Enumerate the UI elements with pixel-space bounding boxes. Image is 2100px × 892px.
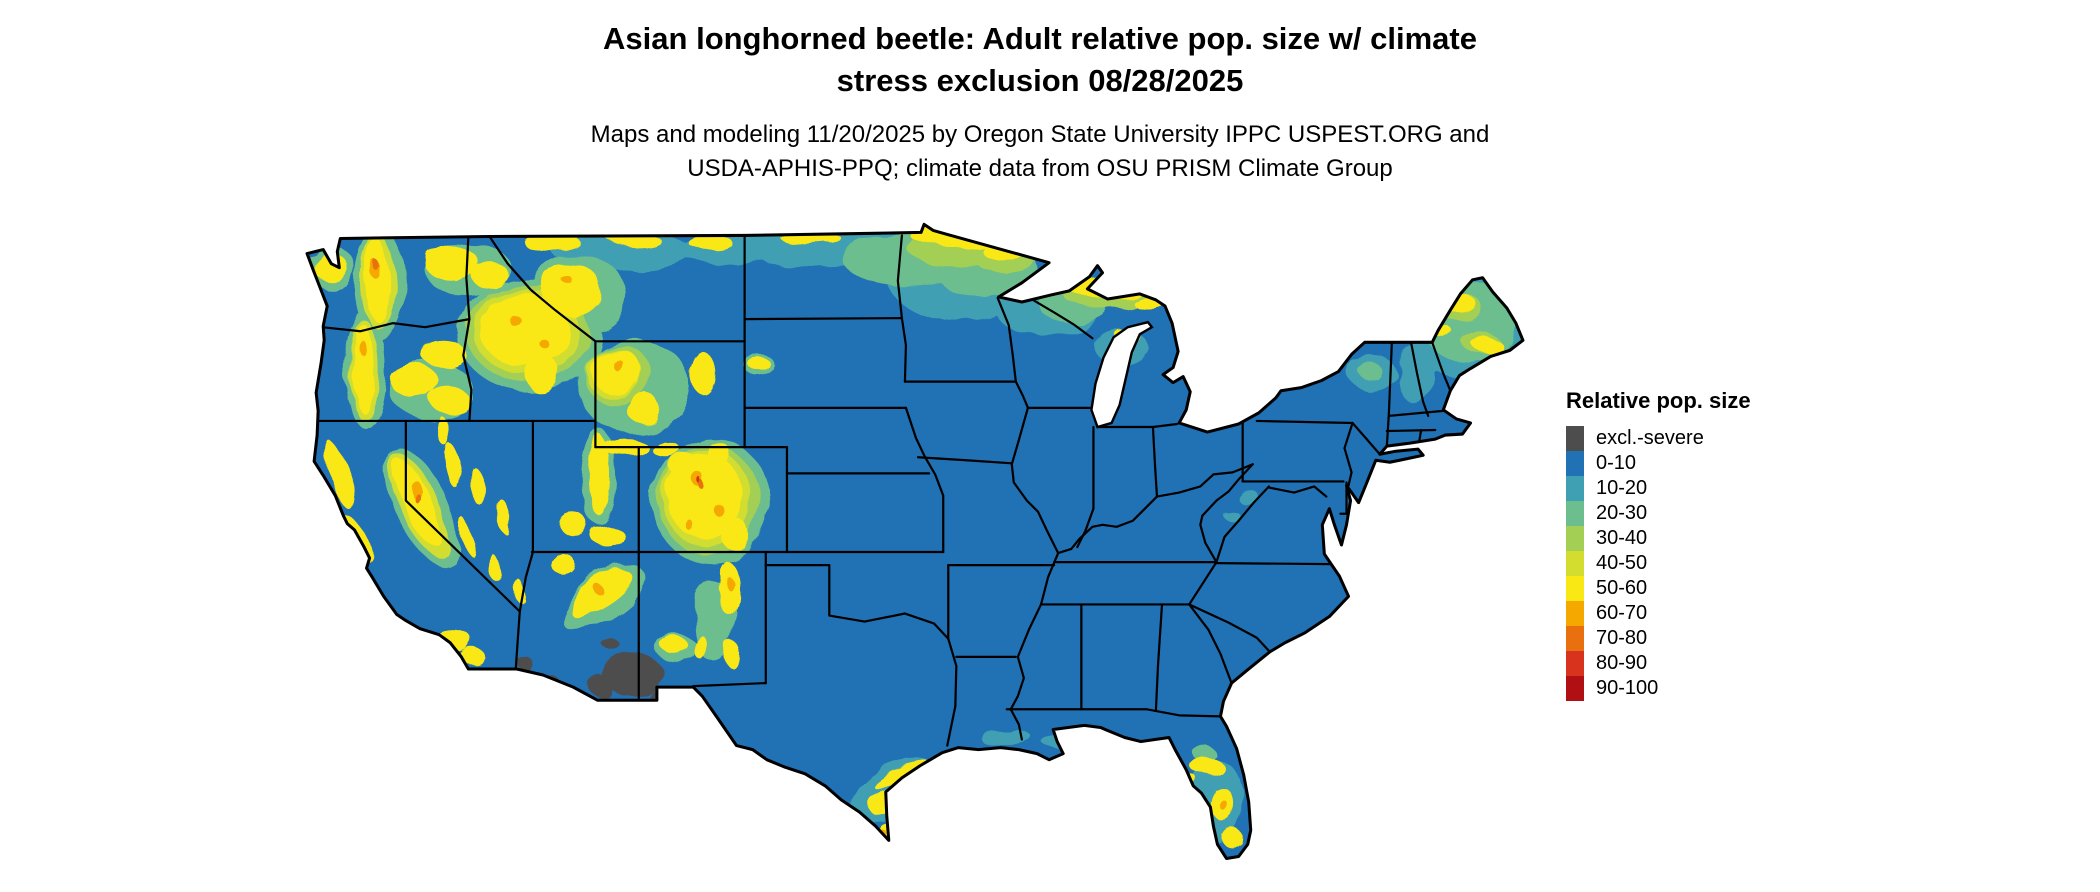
- legend-swatch-70-80: [1566, 626, 1584, 651]
- legend-row: 10-20: [1566, 476, 1751, 501]
- lake-michigan: [1090, 320, 1154, 429]
- us-map-svg: [305, 222, 1525, 861]
- map-subtitle-line1: Maps and modeling 11/20/2025 by Oregon S…: [590, 121, 1490, 148]
- legend-swatch-0-10: [1566, 451, 1584, 476]
- legend-row: 30-40: [1566, 526, 1751, 551]
- legend-swatch-60-70: [1566, 601, 1584, 626]
- legend-row: 80-90: [1566, 651, 1751, 676]
- legend-label: 60-70: [1596, 602, 1648, 624]
- legend-swatch-80-90: [1566, 651, 1584, 676]
- map-subtitle-line2: USDA-APHIS-PPQ; climate data from OSU PR…: [687, 155, 1393, 182]
- legend-label: 50-60: [1596, 577, 1648, 599]
- legend-row: 70-80: [1566, 626, 1751, 651]
- legend-label: 20-30: [1596, 502, 1648, 524]
- legend-title: Relative pop. size: [1566, 388, 1751, 413]
- legend-row: 40-50: [1566, 551, 1751, 576]
- terrain-80-90: [699, 479, 704, 486]
- terrain-excluded-severe: [519, 639, 671, 705]
- legend-swatch-50-60: [1566, 576, 1584, 601]
- map-title: Asian longhorned beetle: Adult relative …: [0, 18, 2080, 102]
- legend-swatch-10-20: [1566, 476, 1584, 501]
- map-legend: Relative pop. size excl.-severe 0-10 10-…: [1566, 388, 1751, 701]
- us-population-map: [300, 222, 1530, 878]
- legend-swatch-40-50: [1566, 551, 1584, 576]
- map-subtitle: Maps and modeling 11/20/2025 by Oregon S…: [0, 118, 2080, 186]
- legend-label: 80-90: [1596, 652, 1648, 674]
- legend-row: excl.-severe: [1566, 426, 1751, 451]
- legend-swatch-90-100: [1566, 676, 1584, 701]
- legend-label: 40-50: [1596, 552, 1648, 574]
- legend-label: 30-40: [1596, 527, 1648, 549]
- state-borders: [315, 234, 1452, 747]
- map-title-line1: Asian longhorned beetle: Adult relative …: [603, 21, 1477, 56]
- legend-row: 60-70: [1566, 601, 1751, 626]
- legend-label: excl.-severe: [1596, 427, 1704, 449]
- legend-swatch-20-30: [1566, 501, 1584, 526]
- terrain-50-60: [313, 229, 1502, 850]
- legend-swatch-excl-severe: [1566, 426, 1584, 451]
- legend-row: 0-10: [1566, 451, 1751, 476]
- legend-row: 20-30: [1566, 501, 1751, 526]
- us-land: [307, 224, 1523, 859]
- us-outline: [305, 222, 1525, 861]
- legend-label: 10-20: [1596, 477, 1648, 499]
- legend-label: 70-80: [1596, 627, 1648, 649]
- legend-label: 0-10: [1596, 452, 1637, 474]
- legend-row: 90-100: [1566, 676, 1751, 701]
- legend-swatch-30-40: [1566, 526, 1584, 551]
- legend-row: 50-60: [1566, 576, 1751, 601]
- legend-label: 90-100: [1596, 677, 1659, 699]
- map-title-line2: stress exclusion 08/28/2025: [836, 63, 1244, 98]
